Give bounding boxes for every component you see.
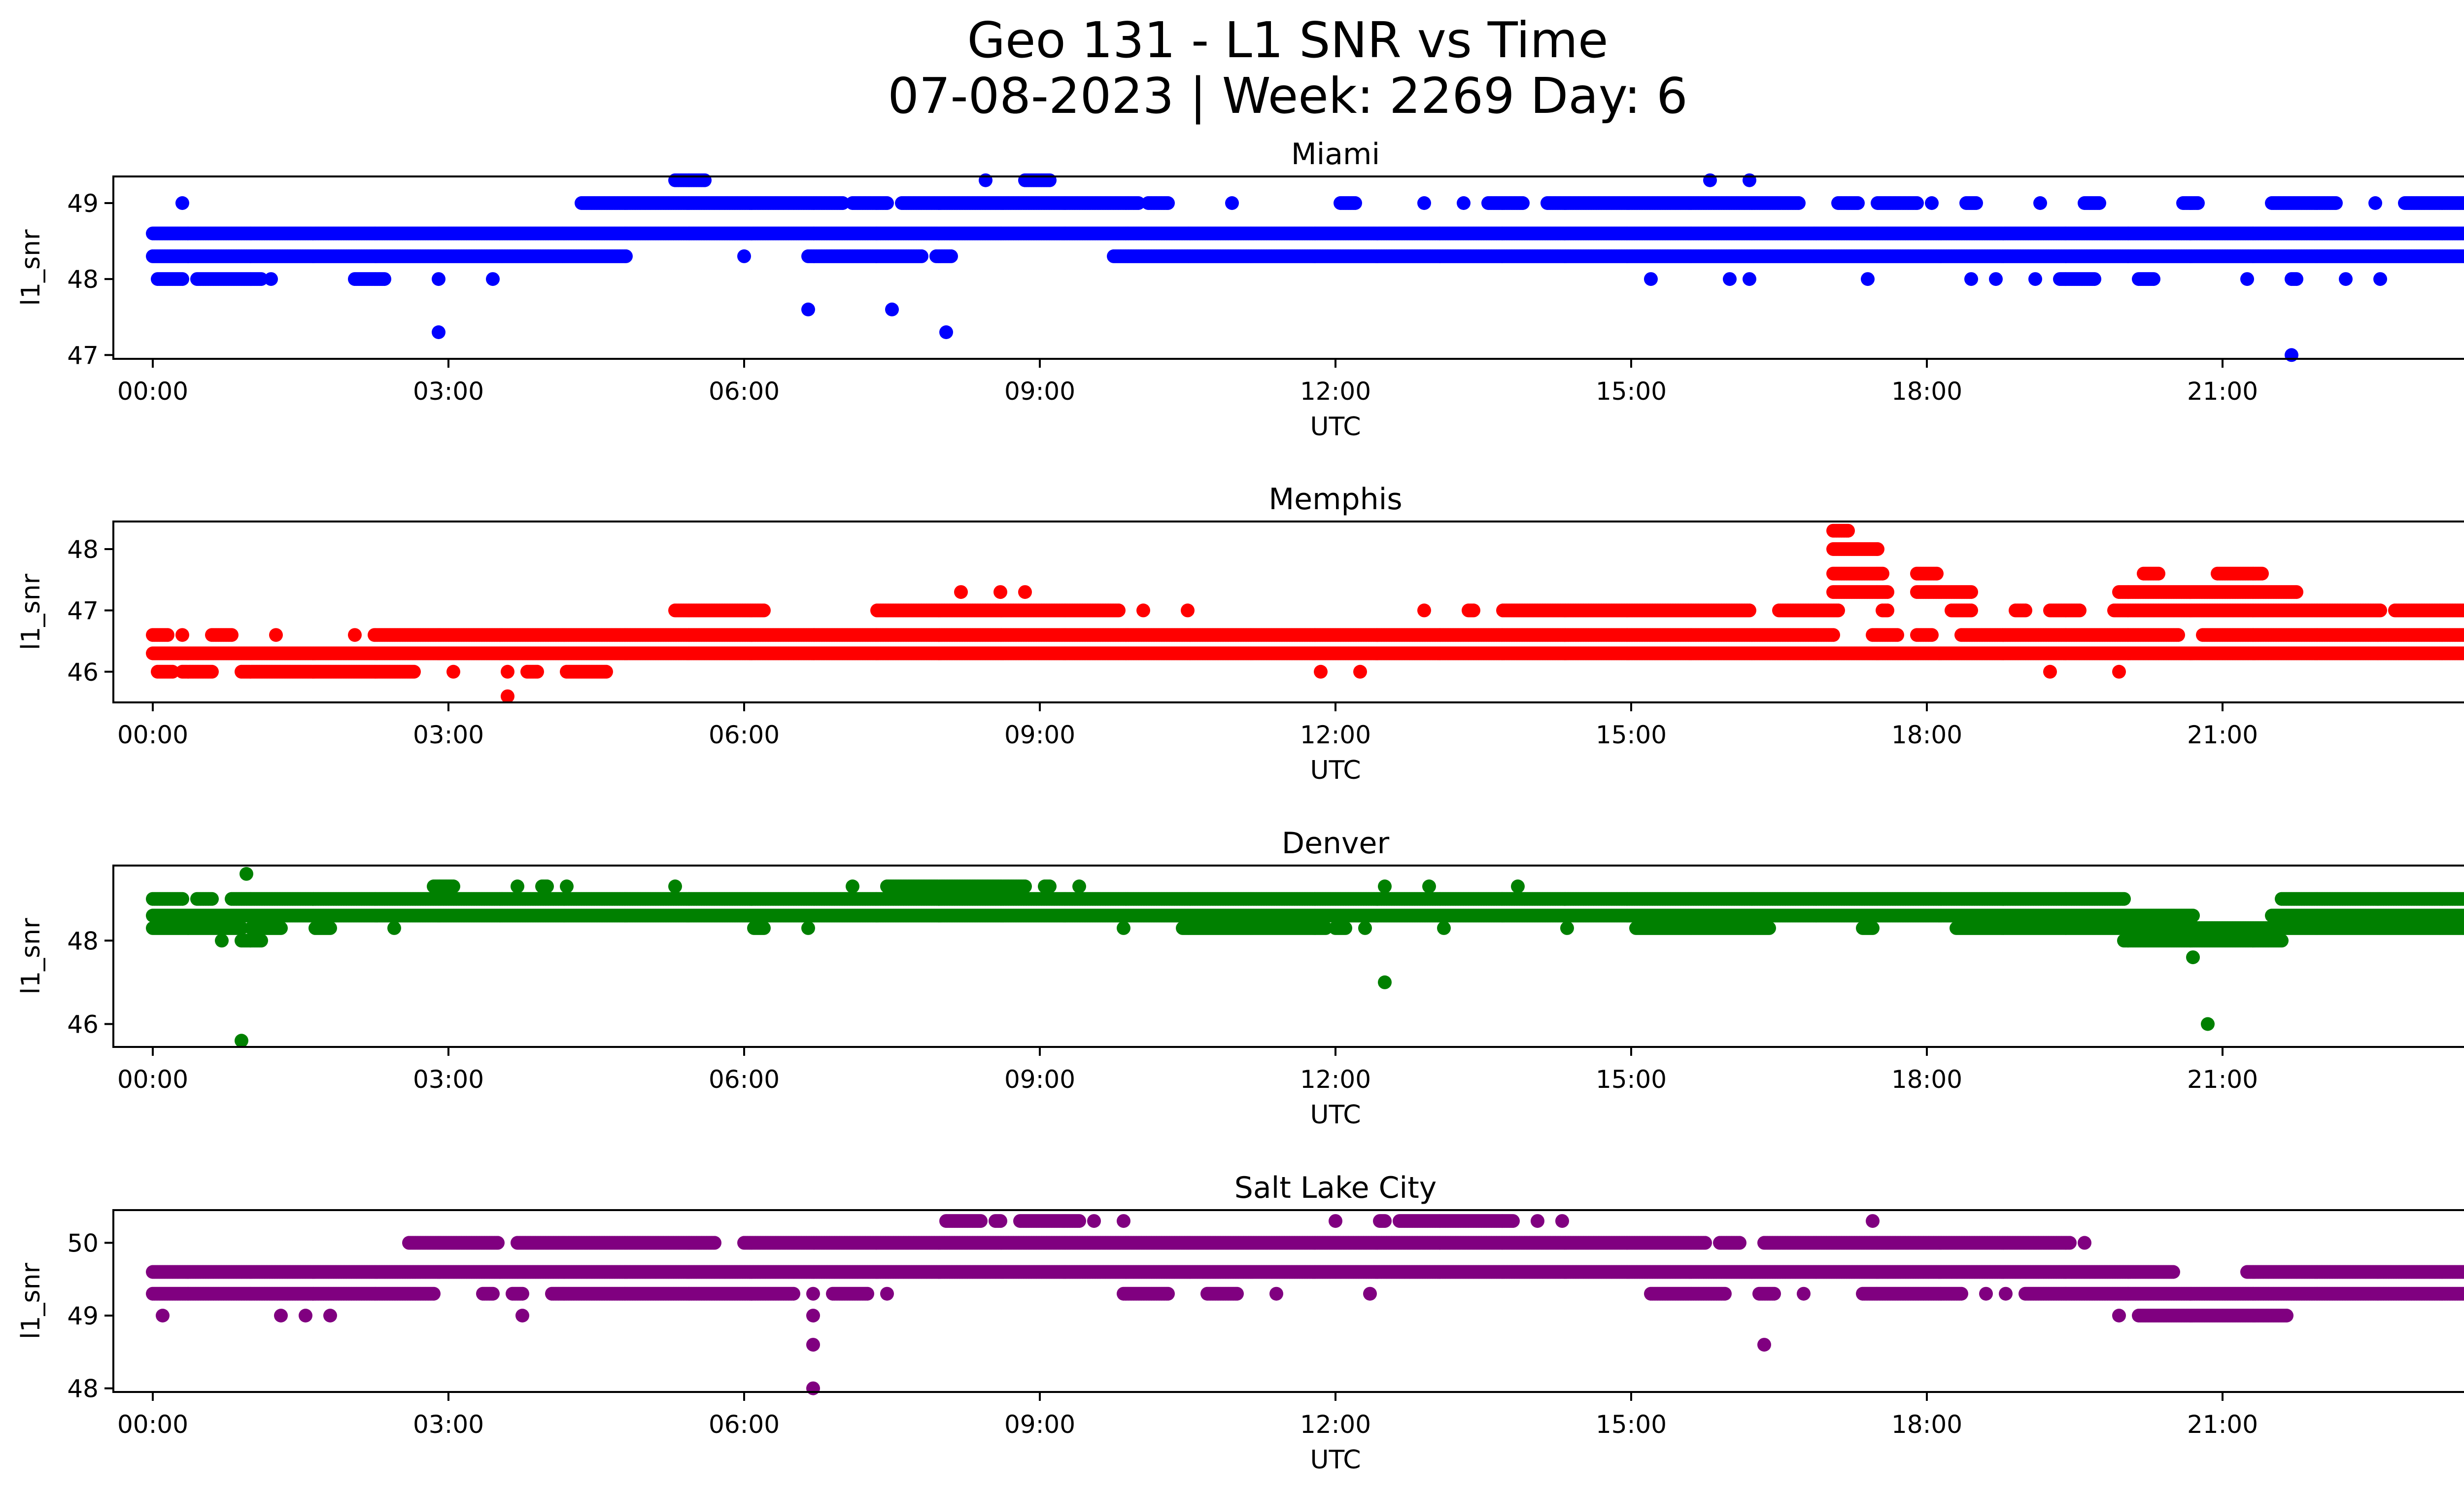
panel-miami-point [939,325,953,339]
panel-miami-point [619,249,633,263]
panel-memphis-points [146,523,2464,703]
panel-miami-ytick-label: 47 [67,341,99,370]
panel-miami-ylabel: l1_snr [16,229,46,306]
panel-miami-point [2329,196,2343,210]
panel-miami-xtick-label: 18:00 [1891,377,1962,406]
panel-miami-point [1723,272,1737,286]
panel-miami-point [2092,196,2106,210]
panel-miami-xtick-label: 09:00 [1004,377,1075,406]
panel-miami-point [885,302,899,316]
panel-miami-point [1851,196,1865,210]
panel-miami-point [880,196,894,210]
panel-miami-xlabel: UTC [1310,412,1361,442]
panel-miami-point [915,249,928,263]
panel-miami-point [486,272,500,286]
panel-miami-point [432,272,445,286]
figure-title-line2: 07-08-2023 | Week: 2269 Day: 6 [888,67,1688,125]
panel-miami-point [2088,272,2101,286]
panel-miami-xtick-label: 15:00 [1596,377,1667,406]
panel-miami-point [1348,196,1362,210]
panel-miami-points [146,173,2464,362]
panel-miami-point [1910,196,1924,210]
panel-miami-point [2285,348,2298,362]
panel-miami-point [377,272,391,286]
panel-miami-point [2290,272,2303,286]
panel-miami-point [2339,272,2353,286]
panel-miami-point [801,302,815,316]
panel-miami-point [175,272,189,286]
panel-miami-point [1989,272,2003,286]
panel-miami-xtick-label: 03:00 [413,377,484,406]
panel-miami-point [1225,196,1239,210]
figure-title-line1: Geo 131 - L1 SNR vs Time [967,11,1608,69]
panel-miami-point [2373,272,2387,286]
panel-miami-point [1969,196,1983,210]
panel-miami-point [2033,196,2047,210]
panel-miami-point [1925,196,1939,210]
panel-miami-xtick-label: 00:00 [117,377,188,406]
panel-miami-point [1644,272,1658,286]
panel-miami-point [2028,272,2042,286]
panel-miami-point [1703,173,1717,187]
panel-miami-point [1457,196,1471,210]
panel-miami-point [1861,272,1875,286]
panel-miami-frame [112,175,2464,360]
panel-miami-point [698,173,712,187]
panel-miami-xtick-label: 21:00 [2187,377,2258,406]
panel-miami-point [1964,272,1978,286]
panel-miami-point [1043,173,1057,187]
panel-miami-xtick-label: 06:00 [709,377,780,406]
panel-memphis-title: Memphis [1268,482,1402,517]
panel-miami-point [737,249,751,263]
panel-miami-point [2368,196,2382,210]
panel-miami-point [1743,173,1756,187]
panel-miami-title: Miami [1291,137,1380,172]
panel-miami-point [944,249,958,263]
panel-miami-ytick-label: 49 [67,189,99,218]
panel-miami-point [1743,272,1756,286]
panel-miami-point [2191,196,2205,210]
panel-miami-ytick-label: 48 [67,265,99,294]
panel-miami-point [2240,272,2254,286]
panel-miami-point [2147,272,2160,286]
panel-miami-point [1792,196,1806,210]
panel-miami-point [1161,196,1175,210]
panel-miami-point [175,196,189,210]
panel-miami-group: Miami 00:00 03:00 06:00 09:00 12:00 15:00 18:00… [16,137,2464,442]
panel-miami-point [979,173,992,187]
panel-miami-point [1516,196,1530,210]
panel-miami-point [1417,196,1431,210]
panel-miami-xtick-label: 12:00 [1300,377,1371,406]
panel-miami-point [264,272,278,286]
panel-miami-point [432,325,445,339]
